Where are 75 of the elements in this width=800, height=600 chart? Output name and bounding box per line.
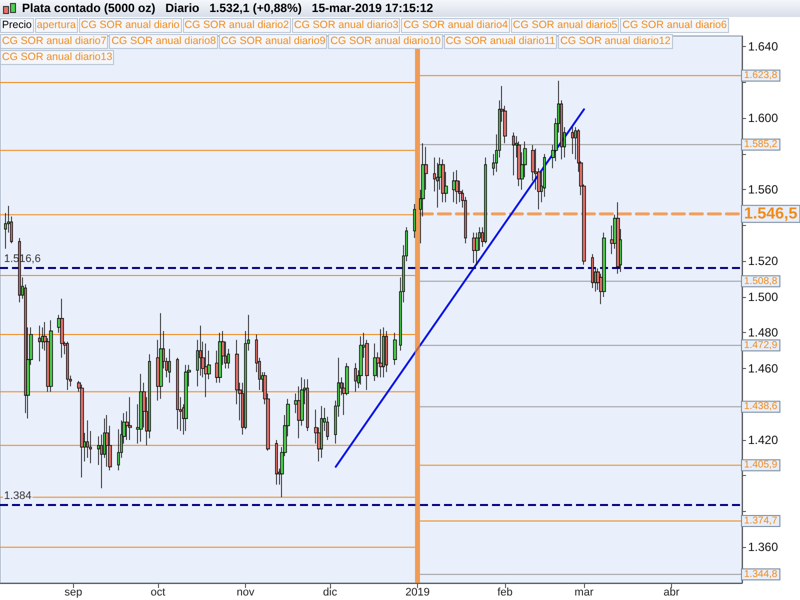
data-label: 1.472,9 [744, 340, 778, 351]
candlestick [159, 312, 163, 400]
x-tick-label: feb [497, 586, 513, 598]
y-tick-label: 1.360 [748, 540, 778, 554]
candlestick [66, 341, 69, 390]
text: Precio [0, 18, 34, 33]
annotation: CG SOR anual diario12 [558, 34, 673, 49]
x-tick-label: dic [323, 586, 338, 598]
data-label: 1.585,2 [744, 139, 778, 150]
candlestick [128, 396, 132, 440]
candlestick [168, 348, 171, 384]
data-label: 1.546,5 [744, 205, 798, 222]
y-tick-label: 1.600 [748, 111, 778, 126]
chart-title: Plata contado (5000 oz) Diario 1.532,1 (+0,88%) 15-mar-2019 17:15:12 [22, 0, 434, 17]
candlestick [455, 170, 459, 204]
candlestick [80, 384, 84, 478]
annotation: CG SOR anual diario10 [328, 34, 443, 49]
candlestick [359, 336, 363, 385]
x-tick-label: oct [150, 586, 166, 598]
text: CG SOR anual diario4 [401, 18, 510, 33]
data-label: 1.508,8 [744, 276, 778, 287]
x-tick-label: abr [664, 586, 680, 598]
y-tick-label: 1.460 [748, 361, 778, 376]
candlestick [49, 320, 53, 392]
text: CG SOR anual diario6 [620, 18, 729, 33]
candlestick [139, 373, 143, 442]
candlestick [484, 157, 487, 244]
annotation: CG SOR anual diario7 [0, 34, 108, 49]
candlestick [441, 158, 445, 203]
candlestick [452, 171, 456, 203]
x-tick-label: sep [64, 586, 82, 598]
candlestick [105, 414, 109, 468]
ref-line-label: 1.384 [4, 490, 32, 502]
x-tick-label: nov [236, 586, 255, 598]
y-tick-label: 1.480 [748, 326, 778, 340]
annotation: CG SOR anual diario11 [444, 34, 558, 49]
candlestick [512, 132, 515, 176]
candlestick [373, 343, 377, 382]
candlestick [275, 440, 278, 486]
candlestick [354, 362, 357, 392]
data-label: 1.374,7 [744, 515, 778, 526]
candlestick [616, 202, 620, 274]
data-label: 1.438,6 [744, 401, 778, 412]
candlestick [60, 298, 64, 358]
candlestick [472, 232, 476, 264]
candlestick [591, 254, 594, 288]
y-tick-label: 1.420 [748, 432, 778, 447]
data-label: 1.405,9 [744, 460, 778, 471]
candlestick [320, 406, 323, 458]
y-tick-label: 1.500 [748, 290, 778, 304]
data-label: 1.344,8 [744, 568, 778, 580]
annotation: CG SOR anual diario9 [218, 34, 328, 49]
data-label: 1.623,8 [744, 70, 778, 82]
candlestick [393, 332, 397, 366]
text: CG SOR anual diario [78, 18, 182, 33]
candlestick [306, 378, 309, 432]
text: apertura [34, 18, 78, 33]
candlestick [38, 325, 41, 362]
candlestick [413, 204, 416, 238]
candlestick [204, 343, 208, 398]
candlestick [379, 328, 383, 378]
text: CG SOR anual diario3 [292, 18, 400, 33]
candlestick [382, 326, 385, 378]
annotation: CG SOR anual diario8 [109, 34, 218, 49]
text: CG SOR anual diario5 [510, 18, 620, 33]
y-tick-label: 1.520 [748, 254, 778, 268]
text: CG SOR anual diario2 [182, 18, 291, 33]
candlestick [176, 357, 179, 430]
x-tick-label: 2019 [405, 586, 430, 598]
y-tick-label: 1.560 [748, 182, 778, 197]
x-tick-label: mar [574, 586, 594, 598]
annotation: CG SOR anual diario13 [0, 50, 114, 65]
candlestick [218, 332, 222, 384]
y-tick-label: 1.640 [748, 40, 778, 54]
candlestick [184, 364, 188, 432]
